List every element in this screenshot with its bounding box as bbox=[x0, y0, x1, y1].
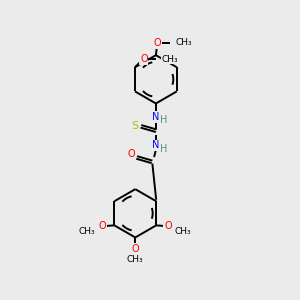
Text: O: O bbox=[99, 221, 106, 231]
Text: CH₃: CH₃ bbox=[127, 255, 144, 264]
Text: CH₃: CH₃ bbox=[175, 38, 192, 47]
Text: O: O bbox=[140, 54, 148, 64]
Text: O: O bbox=[164, 221, 172, 231]
Text: N: N bbox=[152, 112, 160, 122]
Text: H: H bbox=[160, 144, 168, 154]
Text: CH₃: CH₃ bbox=[175, 227, 192, 236]
Text: N: N bbox=[152, 140, 160, 150]
Text: CH₃: CH₃ bbox=[161, 55, 178, 64]
Text: O: O bbox=[131, 244, 139, 254]
Text: S: S bbox=[132, 121, 139, 131]
Text: O: O bbox=[128, 149, 136, 159]
Text: H: H bbox=[160, 115, 168, 125]
Text: O: O bbox=[154, 38, 161, 48]
Text: CH₃: CH₃ bbox=[79, 227, 96, 236]
